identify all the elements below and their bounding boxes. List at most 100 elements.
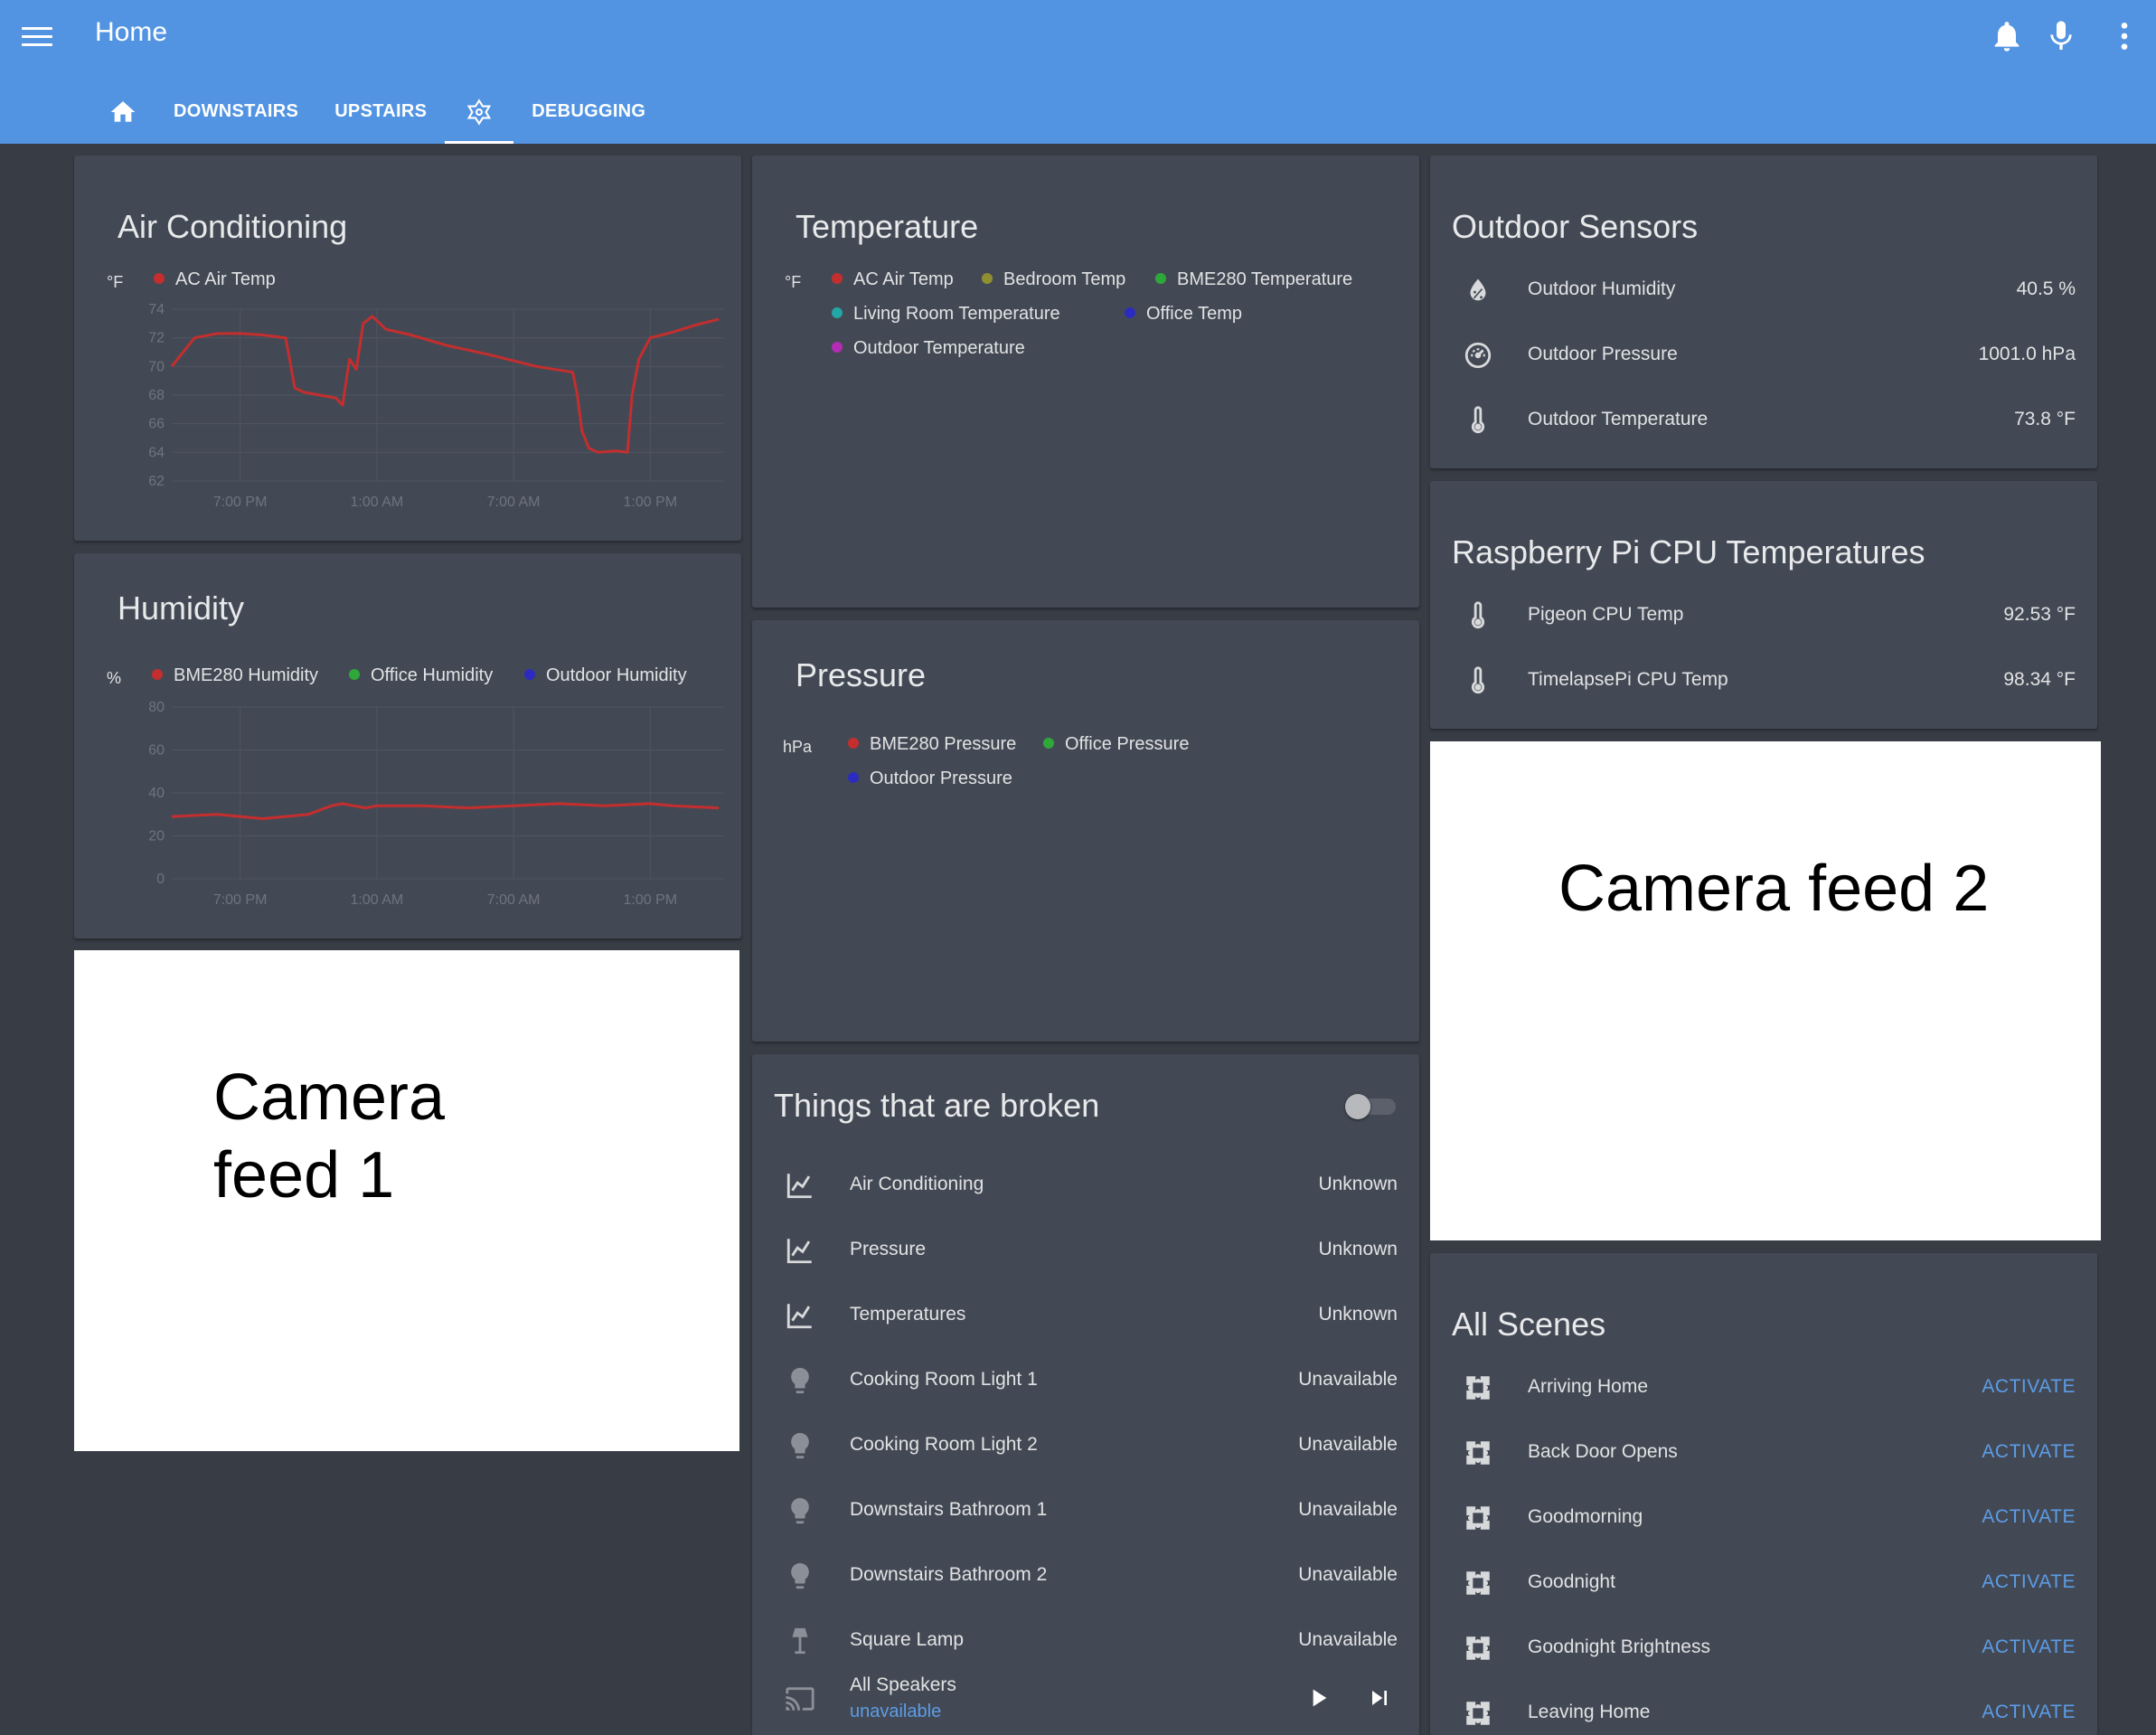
- tab-upstairs[interactable]: UPSTAIRS: [334, 101, 428, 121]
- palette-icon: [1463, 1568, 1493, 1598]
- thermometer-icon: [1463, 665, 1493, 696]
- app-bar: Home DOWNSTAIRS UPSTAIRS DEBUGGING: [0, 0, 2156, 144]
- cast-icon: [785, 1683, 815, 1714]
- skip-next-icon[interactable]: [1365, 1683, 1394, 1712]
- activate-button[interactable]: ACTIVATE: [1982, 1571, 2076, 1592]
- entity-name: TimelapsePi CPU Temp: [1528, 669, 1728, 690]
- play-icon[interactable]: [1304, 1683, 1332, 1712]
- x-tick-label: 1:00 PM: [624, 892, 678, 908]
- activate-button[interactable]: ACTIVATE: [1982, 1506, 2076, 1527]
- ac-chart: 62 64 66 68 70 72 74 7:00 PM 1:00 AM 7:00 AM 1:00 …: [136, 302, 741, 522]
- entity-row[interactable]: Downstairs Bathroom 2 Unavailable: [752, 1555, 1419, 1600]
- legend-item[interactable]: Bedroom Temp: [982, 269, 1125, 290]
- scene-row[interactable]: Leaving Home ACTIVATE: [1430, 1693, 2097, 1735]
- more-vert-icon[interactable]: [2106, 18, 2142, 54]
- sensor-row[interactable]: Outdoor Pressure 1001.0 hPa: [1430, 335, 2097, 380]
- tab-downstairs[interactable]: DOWNSTAIRS: [174, 101, 299, 121]
- entity-name: Downstairs Bathroom 2: [850, 1564, 1048, 1585]
- legend-item[interactable]: AC Air Temp: [154, 269, 276, 290]
- palette-icon: [1463, 1438, 1493, 1468]
- activate-button[interactable]: ACTIVATE: [1982, 1441, 2076, 1462]
- home-icon: [110, 100, 136, 122]
- unit-label: °F: [785, 273, 802, 291]
- scene-row[interactable]: Back Door Opens ACTIVATE: [1430, 1432, 2097, 1477]
- entity-row[interactable]: Square Lamp Unavailable: [752, 1620, 1419, 1665]
- media-player-row[interactable]: All Speakers unavailable: [752, 1671, 1419, 1729]
- entity-name: Arriving Home: [1528, 1376, 1649, 1397]
- series-line: [171, 802, 720, 820]
- card-title: Air Conditioning: [118, 208, 348, 245]
- y-tick-label: 0: [156, 872, 165, 887]
- camera-feed-1[interactable]: Camera feed 1: [74, 950, 739, 1451]
- legend-item[interactable]: Outdoor Temperature: [832, 338, 1025, 359]
- legend-item[interactable]: Outdoor Pressure: [848, 768, 1012, 789]
- activate-button[interactable]: ACTIVATE: [1982, 1702, 2076, 1722]
- y-tick-label: 62: [148, 474, 165, 489]
- entity-state: 73.8 °F: [2014, 409, 2076, 429]
- legend-item[interactable]: BME280 Temperature: [1155, 269, 1352, 290]
- hass-logo-icon: [467, 99, 492, 126]
- chart-legend: % BME280 Humidity Office Humidity Outdoo…: [107, 665, 730, 702]
- tab-hass[interactable]: [445, 87, 514, 144]
- card-title: Outdoor Sensors: [1452, 208, 1699, 245]
- legend-item[interactable]: AC Air Temp: [832, 269, 954, 290]
- sensor-row[interactable]: Pigeon CPU Temp 92.53 °F: [1430, 595, 2097, 640]
- entity-row[interactable]: Cooking Room Light 1 Unavailable: [752, 1360, 1419, 1405]
- thermometer-icon: [1463, 405, 1493, 436]
- entity-name: All Speakers: [850, 1674, 956, 1695]
- entity-state: 40.5 %: [2016, 278, 2076, 299]
- card-outdoor-sensors: Outdoor Sensors Outdoor Humidity 40.5 % Ou…: [1430, 156, 2097, 468]
- card-title: Humidity: [118, 589, 245, 627]
- tab-home[interactable]: [90, 87, 155, 144]
- card-raspberry-pi: Raspberry Pi CPU Temperatures Pigeon CPU…: [1430, 481, 2097, 729]
- entity-row[interactable]: Downstairs Bathroom 1 Unavailable: [752, 1490, 1419, 1535]
- card-pressure: Pressure hPa BME280 Pressure Office Pres…: [752, 620, 1419, 1042]
- sensor-row[interactable]: TimelapsePi CPU Temp 98.34 °F: [1430, 660, 2097, 705]
- scene-row[interactable]: Goodmorning ACTIVATE: [1430, 1497, 2097, 1542]
- scene-row[interactable]: Goodnight Brightness ACTIVATE: [1430, 1627, 2097, 1673]
- entity-row[interactable]: Pressure Unknown: [752, 1230, 1419, 1275]
- legend-item[interactable]: Living Room Temperature: [832, 304, 1060, 325]
- tab-debugging[interactable]: DEBUGGING: [532, 101, 646, 121]
- legend-item[interactable]: Office Humidity: [349, 665, 493, 686]
- card-things-broken: Things that are broken Air Conditioning U…: [752, 1054, 1419, 1735]
- card-title: All Scenes: [1452, 1306, 1606, 1343]
- activate-button[interactable]: ACTIVATE: [1982, 1636, 2076, 1657]
- entity-state: Unavailable: [1298, 1434, 1398, 1455]
- entity-state: Unavailable: [1298, 1629, 1398, 1650]
- entity-row[interactable]: Air Conditioning Unknown: [752, 1165, 1419, 1210]
- x-tick-label: 7:00 AM: [487, 892, 541, 908]
- bell-icon[interactable]: [1989, 18, 2025, 54]
- card-air-conditioning: Air Conditioning °F AC Air Temp 62 64 66 68…: [74, 156, 741, 541]
- y-tick-label: 72: [148, 331, 165, 346]
- unit-label: °F: [107, 273, 124, 291]
- scene-row[interactable]: Arriving Home ACTIVATE: [1430, 1367, 2097, 1412]
- sensor-row[interactable]: Outdoor Temperature 73.8 °F: [1430, 400, 2097, 445]
- activate-button[interactable]: ACTIVATE: [1982, 1376, 2076, 1397]
- y-tick-label: 74: [148, 302, 165, 317]
- scene-row[interactable]: Goodnight ACTIVATE: [1430, 1562, 2097, 1608]
- camera-label: Camera feed 2: [1558, 853, 1990, 925]
- group-toggle[interactable]: [1345, 1094, 1396, 1119]
- card-all-scenes: All Scenes Arriving Home ACTIVATE Back Doo…: [1430, 1253, 2097, 1735]
- entity-row[interactable]: Cooking Room Light 2 Unavailable: [752, 1425, 1419, 1470]
- legend-item[interactable]: Office Pressure: [1043, 734, 1189, 755]
- y-tick-label: 70: [148, 359, 165, 374]
- legend-item[interactable]: BME280 Pressure: [848, 734, 1016, 755]
- sensor-row[interactable]: Outdoor Humidity 40.5 %: [1430, 269, 2097, 315]
- entity-name: Outdoor Humidity: [1528, 278, 1676, 299]
- thermometer-icon: [1463, 600, 1493, 631]
- legend-item[interactable]: Outdoor Humidity: [524, 665, 687, 686]
- unit-label: hPa: [783, 738, 813, 756]
- entity-status[interactable]: unavailable: [850, 1702, 942, 1721]
- palette-icon: [1463, 1698, 1493, 1729]
- entity-row[interactable]: Temperatures Unknown: [752, 1295, 1419, 1340]
- legend-item[interactable]: BME280 Humidity: [152, 665, 318, 686]
- humidity-chart: 0 20 40 60 80 7:00 PM 1:00 AM 7:00 AM 1:00 PM: [136, 700, 741, 919]
- menu-icon[interactable]: [22, 22, 52, 52]
- x-tick-label: 7:00 PM: [213, 892, 268, 908]
- legend-item[interactable]: Office Temp: [1125, 304, 1242, 325]
- microphone-icon[interactable]: [2043, 18, 2079, 54]
- camera-feed-2[interactable]: Camera feed 2: [1430, 741, 2101, 1240]
- palette-icon: [1463, 1633, 1493, 1664]
